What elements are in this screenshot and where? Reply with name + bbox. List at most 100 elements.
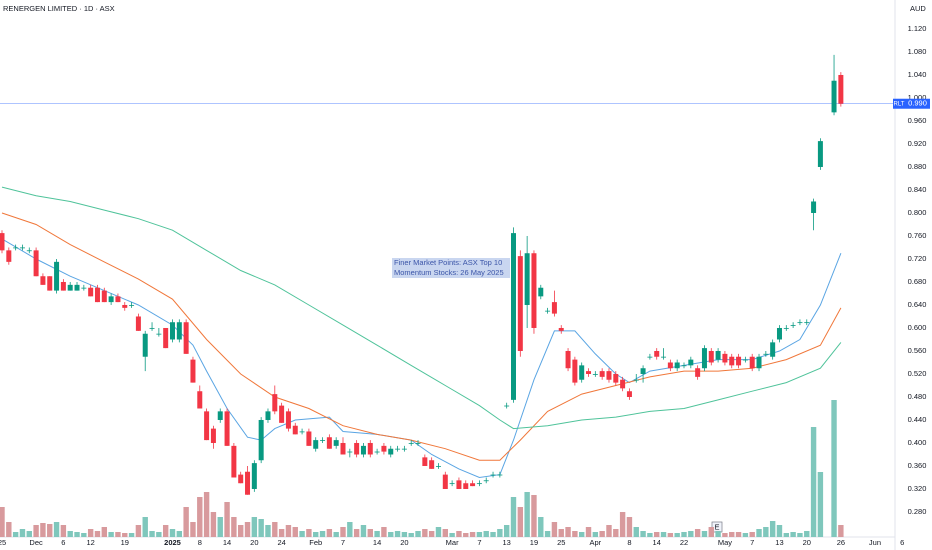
volume-bar (715, 531, 721, 537)
candle-body (272, 394, 278, 412)
candle-body (245, 471, 251, 495)
candle-body (838, 74, 844, 104)
candle-body (817, 141, 823, 167)
x-tick-label: 8 (198, 538, 202, 547)
moving-average-line (1, 186, 842, 430)
volume-bar (292, 527, 298, 537)
volume-bar (592, 532, 599, 537)
currency-label: AUD (910, 4, 926, 13)
volume-bar (122, 533, 128, 537)
volume-bar (456, 531, 462, 537)
volume-bar (660, 532, 667, 537)
volume-bar (360, 525, 367, 537)
volume-bar (210, 512, 217, 537)
volume-bar (790, 532, 796, 537)
x-tick-label: 7 (750, 538, 754, 547)
candle-body (695, 368, 701, 377)
volume-bar (333, 532, 339, 537)
volume-bar (838, 525, 844, 537)
volume-bar (299, 531, 305, 537)
y-tick-label: 0.560 (908, 346, 927, 355)
volume-bar (381, 527, 387, 537)
volume-bar (701, 531, 708, 537)
volume-bar (142, 517, 148, 537)
volume-bar (776, 525, 783, 537)
x-tick-label: 7 (477, 538, 481, 547)
candle-body (449, 483, 455, 485)
volume-bar (128, 533, 135, 537)
candle-body (565, 350, 571, 369)
x-tick-label: 26 (837, 538, 845, 547)
x-tick-label: 20 (803, 538, 811, 547)
price-label: 0.990 (908, 99, 927, 108)
candle-body (265, 411, 271, 420)
candle-body (435, 465, 441, 467)
candle-body (156, 333, 162, 335)
candle-body (190, 359, 196, 383)
candle-body (729, 356, 735, 366)
x-tick-label: 22 (680, 538, 688, 547)
candle-body (599, 371, 605, 377)
volume-bar (0, 507, 5, 537)
volume-bar (735, 532, 742, 537)
candle-body (210, 428, 216, 443)
annotation-text: Momentum Stocks: 26 May 2025 (394, 268, 504, 277)
x-tick-label: 19 (530, 538, 538, 547)
volume-bar (797, 533, 803, 537)
candle-body (142, 333, 148, 357)
candle-body (776, 327, 782, 340)
candle-body (797, 322, 803, 324)
candle-body (504, 405, 510, 407)
y-tick-label: 0.680 (908, 277, 927, 286)
y-tick-label: 0.640 (908, 300, 927, 309)
y-tick-label: 0.520 (908, 369, 927, 378)
volume-bar (81, 533, 87, 537)
y-tick-label: 0.600 (908, 323, 927, 332)
y-tick-label: 0.760 (908, 231, 927, 240)
candle-body (429, 460, 435, 469)
price-label-box (905, 98, 930, 109)
candle-body (408, 442, 414, 444)
volume-bar (26, 531, 32, 537)
volume-bar (326, 529, 333, 537)
candle-body (333, 440, 339, 446)
candle-body (831, 80, 837, 113)
volume-bar (388, 532, 394, 537)
volume-bar (565, 527, 571, 537)
moving-average-line (1, 212, 842, 461)
volume-bar (524, 492, 530, 537)
candle-body (101, 290, 107, 303)
annotation-text: Finer Market Points: ASX Top 10 (394, 258, 502, 267)
x-tick-label: 14 (223, 538, 231, 547)
candle-body (395, 448, 401, 450)
x-tick-label: 24 (277, 538, 285, 547)
volume-bar (33, 525, 39, 537)
y-tick-label: 1.040 (908, 70, 927, 79)
x-tick-label: 25 (557, 538, 565, 547)
candle-body (74, 284, 80, 291)
volume-bar (272, 522, 278, 537)
candle-body (13, 247, 19, 249)
volume-bar (558, 529, 564, 537)
candle-body (715, 350, 721, 360)
volume-bar (722, 533, 728, 537)
volume-bar (19, 529, 26, 537)
candle-body (47, 276, 53, 291)
candle-body (163, 327, 169, 349)
candle-body (306, 431, 312, 446)
candle-body (149, 327, 155, 329)
candle-body (586, 371, 592, 374)
x-tick-label: Jun (869, 538, 881, 547)
volume-bar (517, 507, 524, 537)
volume-bar (688, 531, 694, 537)
volume-bar (613, 529, 619, 537)
candle-body (115, 296, 121, 303)
volume-bar (265, 525, 271, 537)
price-symbol-box (893, 98, 905, 109)
volume-bar (306, 529, 312, 537)
candle-body (524, 253, 530, 305)
volume-bar (258, 519, 264, 537)
candle-body (517, 256, 523, 351)
volume-bar (510, 497, 517, 537)
x-tick-label: 20 (400, 538, 408, 547)
